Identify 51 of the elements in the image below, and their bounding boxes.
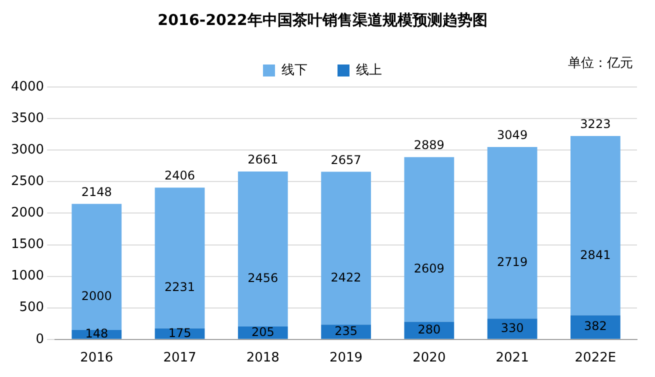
text: 单位：亿元	[568, 55, 633, 72]
chart-title: 2016-2022年中国茶叶销售渠道规模预测趋势图	[158, 10, 488, 29]
y-tick-label: 500	[19, 300, 44, 316]
y-tick-label: 1000	[10, 268, 44, 284]
bar	[321, 172, 371, 325]
x-tick-label: 2016	[80, 350, 114, 366]
total-label: 2661	[248, 152, 278, 167]
data-label: 2456	[248, 271, 278, 286]
bar	[238, 171, 288, 326]
bar	[570, 136, 620, 316]
data-label: 382	[584, 319, 607, 334]
y-tick-label: 1500	[10, 237, 44, 252]
data-label: 2719	[497, 254, 528, 269]
total-label: 2406	[164, 168, 196, 183]
y-tick-label: 4000	[10, 79, 44, 94]
x-tick-label: 2019	[329, 350, 363, 366]
y-tick-label: 2500	[10, 174, 44, 190]
x-tick-label: 2022E	[574, 350, 616, 366]
bar	[570, 315, 620, 339]
data-label: 330	[500, 320, 524, 335]
x-tick-label: 2017	[163, 350, 196, 366]
data-label: 175	[168, 326, 192, 340]
legend-label: 线下	[282, 62, 308, 78]
bar	[404, 322, 454, 339]
data-label: 2000	[81, 289, 112, 304]
y-tick-label: 3500	[10, 110, 44, 126]
total-label: 2889	[414, 138, 444, 152]
bar	[404, 157, 454, 322]
total-label: 2148	[81, 184, 112, 199]
total-label: 2657	[330, 152, 362, 167]
x-tick-label: 2021	[496, 350, 529, 366]
data-label: 280	[418, 322, 441, 336]
y-tick-label: 3000	[10, 142, 44, 158]
data-label: 2841	[580, 248, 611, 262]
data-label: 2231	[164, 280, 196, 294]
bar	[487, 318, 538, 339]
data-label: 2422	[330, 270, 362, 284]
data-label: 235	[334, 324, 358, 338]
x-tick-label: 2018	[246, 350, 280, 366]
legend-label: 线上	[356, 62, 382, 78]
y-tick-label: 0	[36, 332, 44, 347]
bar	[72, 204, 122, 330]
data-label: 205	[251, 324, 274, 339]
bar	[154, 188, 205, 328]
y-tick-label: 2000	[10, 206, 44, 221]
total-label: 3223	[580, 117, 611, 132]
data-label: 148	[85, 326, 108, 341]
bar	[487, 147, 538, 319]
data-label: 2609	[414, 262, 444, 276]
total-label: 3049	[497, 128, 528, 142]
x-tick-label: 2020	[412, 350, 446, 366]
